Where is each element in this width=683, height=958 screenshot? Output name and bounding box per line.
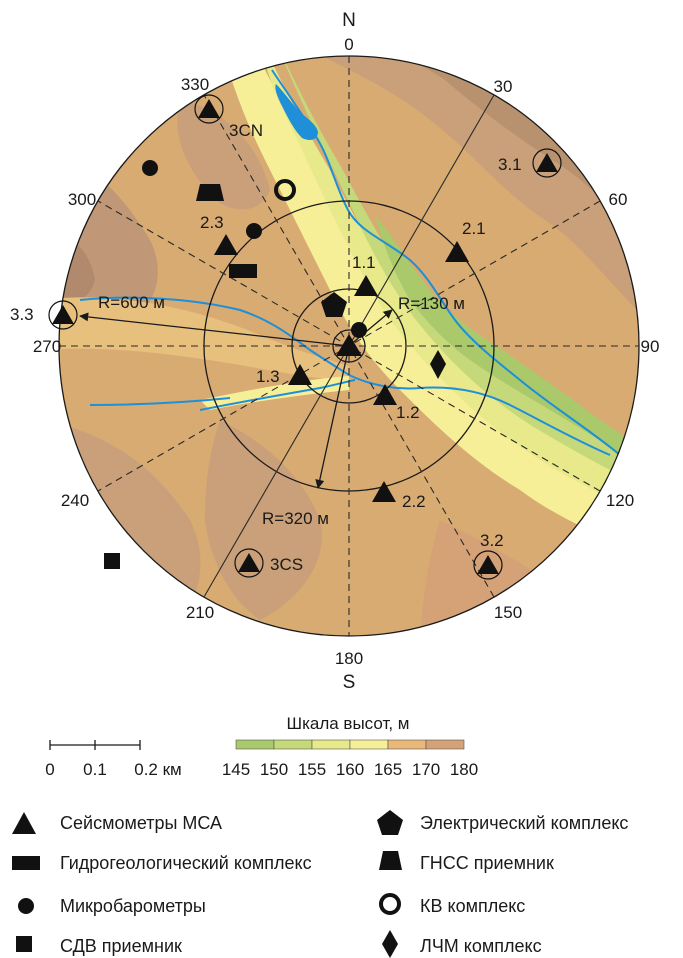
bearing-label: 270	[33, 337, 61, 356]
triangle-icon	[214, 234, 238, 255]
scale-tick: 0.1	[83, 760, 107, 779]
compass-grid	[58, 55, 640, 637]
triangle-icon	[354, 275, 378, 296]
bearing-label: 240	[61, 491, 89, 510]
bearing-label: 90	[641, 337, 660, 356]
circle-icon	[246, 223, 262, 239]
legend-label: Микробарометры	[60, 896, 206, 916]
bearing-label: 330	[181, 75, 209, 94]
circle-icon	[351, 322, 367, 338]
triangle-icon	[473, 550, 503, 580]
station-labels: 3.1 3.2 3.3 3CN 3CS 2.1 2.2 2.3 1.1 1.2 …	[10, 121, 522, 574]
ring-icon	[379, 893, 401, 915]
pentagon-icon	[377, 810, 403, 835]
triangle-icon	[12, 812, 36, 834]
scale-tick: 0.2 км	[134, 760, 181, 779]
elevation-tick: 160	[336, 760, 364, 779]
legend-label: Сейсмометры МСА	[60, 813, 222, 833]
bearing-label: 180	[335, 649, 363, 668]
legend-label: ЛЧМ комплекс	[420, 936, 542, 956]
scale-bar	[49, 740, 141, 750]
diamond-icon	[430, 350, 446, 379]
station-label: 1.3	[256, 367, 280, 386]
elevation-color-cell	[311, 739, 351, 750]
triangle-icon	[373, 384, 397, 405]
elevation-color-cell	[425, 739, 465, 750]
bearing-label: 0	[344, 35, 353, 54]
elevation-color-cell	[387, 739, 427, 750]
bearing-label: 30	[494, 77, 513, 96]
station-label: 2.1	[462, 219, 486, 238]
diamond-icon	[382, 930, 398, 958]
station-label: 2.3	[200, 213, 224, 232]
triangle-icon	[48, 300, 78, 330]
station-label: 3.3	[10, 305, 34, 324]
radius-label-130: R=130 м	[398, 294, 465, 313]
elevation-tick: 155	[298, 760, 326, 779]
elevation-ticks: 145 150 155 160 165 170 180	[222, 760, 478, 779]
triangle-icon	[234, 548, 264, 578]
legend-symbols	[12, 810, 403, 958]
bearing-label: 210	[186, 603, 214, 622]
legend-label: Электрический комплекс	[420, 813, 628, 833]
square-icon	[16, 936, 32, 952]
triangle-icon	[372, 481, 396, 502]
station-label: 3CS	[270, 555, 303, 574]
legend-label: КВ комплекс	[420, 896, 525, 916]
circle-icon	[142, 160, 158, 176]
station-label: 1.1	[352, 253, 376, 272]
triangle-icon	[445, 241, 469, 262]
triangle-icon	[194, 94, 224, 124]
station-label: 3CN	[229, 121, 263, 140]
bearing-labels: N 0 30 60 90 120 150 180 S 210 240 270 3…	[33, 10, 660, 693]
legend-label: СДВ приемник	[60, 936, 182, 956]
radius-label-600: R=600 м	[98, 293, 165, 312]
scale-tick: 0	[45, 760, 54, 779]
circle-icon	[18, 898, 34, 914]
elevation-scale-title: Шкала высот, м	[286, 714, 409, 733]
station-label: 3.2	[480, 531, 504, 550]
elevation-tick: 170	[412, 760, 440, 779]
pentagon-icon	[321, 292, 347, 317]
elevation-tick: 150	[260, 760, 288, 779]
trapezoid-icon	[196, 184, 224, 201]
rectangle-icon	[12, 856, 40, 870]
elevation-color-cell	[235, 739, 275, 750]
instruments	[48, 94, 562, 580]
elevation-tick: 180	[450, 760, 478, 779]
triangle-icon	[532, 148, 562, 178]
legend-label: ГНСС приемник	[420, 853, 554, 873]
station-label: 1.2	[396, 403, 420, 422]
station-label: 2.2	[402, 492, 426, 511]
north-letter: N	[342, 10, 356, 31]
rectangle-icon	[229, 264, 257, 278]
bearing-label: 150	[494, 603, 522, 622]
trapezoid-icon	[379, 851, 402, 870]
bearing-label: 300	[68, 190, 96, 209]
south-letter: S	[343, 672, 356, 693]
bearing-label: 60	[609, 190, 628, 209]
radius-label-320: R=320 м	[262, 509, 329, 528]
triangle-icon	[336, 334, 362, 356]
legend-label: Гидрогеологический комплекс	[60, 853, 312, 873]
ring-icon	[274, 179, 296, 201]
station-label: 3.1	[498, 155, 522, 174]
bearing-label: 120	[606, 491, 634, 510]
elevation-tick: 145	[222, 760, 250, 779]
elevation-color-cell	[273, 739, 313, 750]
elevation-color-bar	[235, 739, 465, 750]
radius-arrows	[79, 309, 393, 489]
triangle-icon	[288, 364, 312, 385]
elevation-color-cell	[349, 739, 389, 750]
square-icon	[104, 553, 120, 569]
elevation-tick: 165	[374, 760, 402, 779]
